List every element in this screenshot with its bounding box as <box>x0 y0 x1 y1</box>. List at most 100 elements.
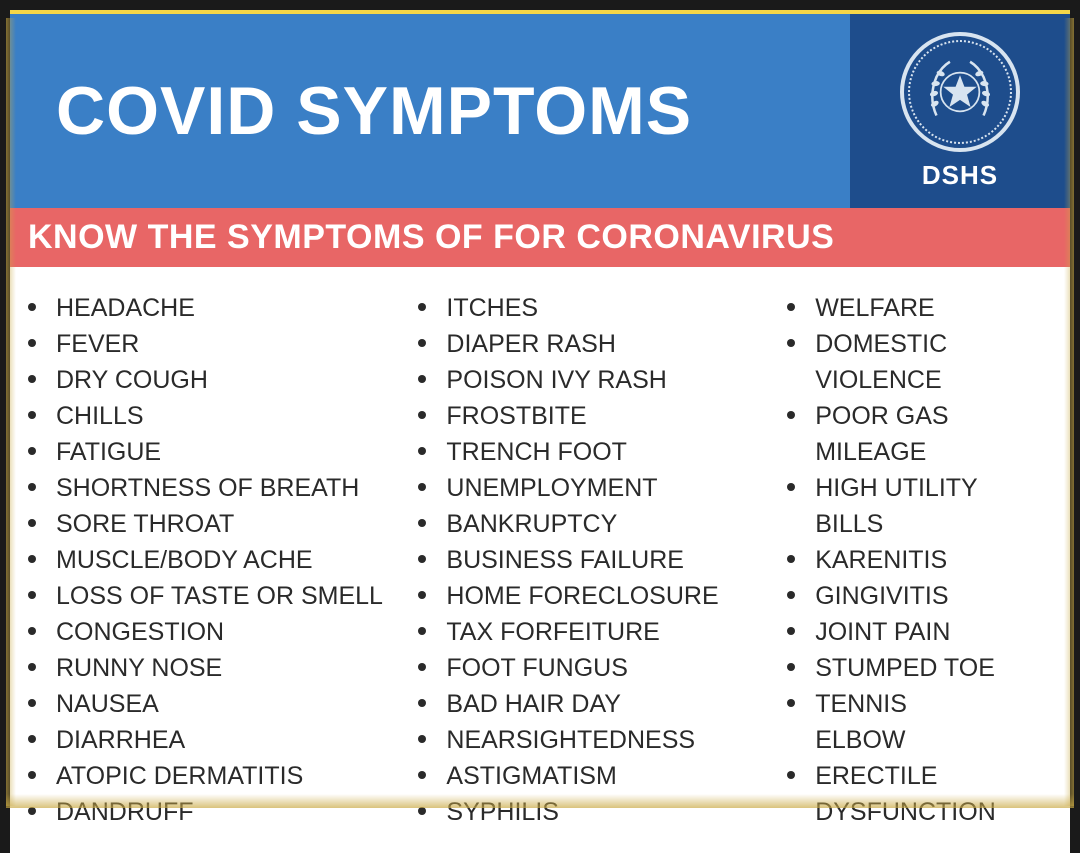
header-title-area: COVID SYMPTOMS <box>10 14 850 208</box>
item-text: POISON IVY RASH <box>446 363 783 397</box>
list-item: STUMPED TOE <box>787 651 1052 685</box>
item-text: WELFARE <box>815 291 1052 325</box>
item-text: DRY COUGH <box>56 363 414 397</box>
bullet-icon <box>418 735 426 743</box>
item-text: DANDRUFF <box>56 795 414 829</box>
item-text: BILLS <box>815 507 1052 541</box>
item-text: ELBOW <box>815 723 1052 757</box>
item-text: DIARRHEA <box>56 723 414 757</box>
list-item: RUNNY NOSE <box>28 651 414 685</box>
item-text: NAUSEA <box>56 687 414 721</box>
list-item: JOINT PAIN <box>787 615 1052 649</box>
bullet-icon <box>28 411 36 419</box>
item-text: HEADACHE <box>56 291 414 325</box>
bullet-icon <box>418 699 426 707</box>
list-item: ASTIGMATISM <box>418 759 783 793</box>
list-item: DYSFUNCTION <box>787 795 1052 829</box>
list-item: GINGIVITIS <box>787 579 1052 613</box>
item-text: FEVER <box>56 327 414 361</box>
laurel-icon <box>918 50 1002 134</box>
list-item: SORE THROAT <box>28 507 414 541</box>
bullet-icon <box>787 663 795 671</box>
item-text: ASTIGMATISM <box>446 759 783 793</box>
list-item: FEVER <box>28 327 414 361</box>
item-text: GINGIVITIS <box>815 579 1052 613</box>
item-text: SORE THROAT <box>56 507 414 541</box>
item-text: TAX FORFEITURE <box>446 615 783 649</box>
list-item: CHILLS <box>28 399 414 433</box>
item-text: SHORTNESS OF BREATH <box>56 471 414 505</box>
list-item: BILLS <box>787 507 1052 541</box>
bullet-icon <box>418 303 426 311</box>
list-item: ERECTILE <box>787 759 1052 793</box>
list-item: MILEAGE <box>787 435 1052 469</box>
bullet-icon <box>28 519 36 527</box>
list-item: DIAPER RASH <box>418 327 783 361</box>
item-text: FATIGUE <box>56 435 414 469</box>
bullet-icon <box>418 663 426 671</box>
list-item: SYPHILIS <box>418 795 783 829</box>
list-item: NAUSEA <box>28 687 414 721</box>
list-item: WELFARE <box>787 291 1052 325</box>
bullet-icon <box>418 555 426 563</box>
list-item: UNEMPLOYMENT <box>418 471 783 505</box>
item-text: TENNIS <box>815 687 1052 721</box>
list-item: FROSTBITE <box>418 399 783 433</box>
list-item: BUSINESS FAILURE <box>418 543 783 577</box>
bullet-icon <box>28 483 36 491</box>
list-item: DIARRHEA <box>28 723 414 757</box>
item-text: MUSCLE/BODY ACHE <box>56 543 414 577</box>
bullet-icon <box>28 591 36 599</box>
bullet-icon <box>787 339 795 347</box>
list-item: KARENITIS <box>787 543 1052 577</box>
bullet-icon <box>418 771 426 779</box>
list-item: BANKRUPTCY <box>418 507 783 541</box>
list-item: MUSCLE/BODY ACHE <box>28 543 414 577</box>
logo-label: DSHS <box>922 160 998 191</box>
list-item: ITCHES <box>418 291 783 325</box>
item-text: CHILLS <box>56 399 414 433</box>
symptoms-column-2: ITCHESDIAPER RASHPOISON IVY RASHFROSTBIT… <box>418 291 783 829</box>
bullet-icon <box>28 807 36 815</box>
bullet-icon <box>418 447 426 455</box>
bullet-icon <box>787 627 795 635</box>
header-logo-area: DSHS <box>850 14 1070 208</box>
bullet-icon <box>787 555 795 563</box>
bullet-icon <box>787 303 795 311</box>
item-text: HOME FORECLOSURE <box>446 579 783 613</box>
bullet-icon <box>418 627 426 635</box>
item-text: STUMPED TOE <box>815 651 1052 685</box>
bullet-icon <box>28 447 36 455</box>
item-text: RUNNY NOSE <box>56 651 414 685</box>
item-text: DYSFUNCTION <box>815 795 1052 829</box>
bullet-icon <box>787 699 795 707</box>
item-text: MILEAGE <box>815 435 1052 469</box>
list-item: TAX FORFEITURE <box>418 615 783 649</box>
list-item: HOME FORECLOSURE <box>418 579 783 613</box>
list-item: BAD HAIR DAY <box>418 687 783 721</box>
bullet-icon <box>418 483 426 491</box>
bullet-icon <box>28 699 36 707</box>
bullet-icon <box>418 375 426 383</box>
item-text: ITCHES <box>446 291 783 325</box>
item-text: CONGESTION <box>56 615 414 649</box>
header-banner: COVID SYMPTOMS <box>10 10 1070 208</box>
symptoms-column-1: HEADACHEFEVERDRY COUGHCHILLSFATIGUESHORT… <box>28 291 414 829</box>
item-text: DOMESTIC <box>815 327 1052 361</box>
bullet-icon <box>787 411 795 419</box>
symptoms-content: HEADACHEFEVERDRY COUGHCHILLSFATIGUESHORT… <box>10 267 1070 853</box>
list-item: HIGH UTILITY <box>787 471 1052 505</box>
bullet-icon <box>787 591 795 599</box>
item-text: DIAPER RASH <box>446 327 783 361</box>
subheader-banner: KNOW THE SYMPTOMS OF FOR CORONAVIRUS <box>10 208 1070 267</box>
bullet-icon <box>28 375 36 383</box>
bullet-icon <box>418 591 426 599</box>
item-text: LOSS OF TASTE OR SMELL <box>56 579 414 613</box>
item-text: HIGH UTILITY <box>815 471 1052 505</box>
item-text: BUSINESS FAILURE <box>446 543 783 577</box>
bullet-icon <box>418 519 426 527</box>
item-text: FROSTBITE <box>446 399 783 433</box>
list-item: POOR GAS <box>787 399 1052 433</box>
list-item: FOOT FUNGUS <box>418 651 783 685</box>
list-item: DOMESTIC <box>787 327 1052 361</box>
